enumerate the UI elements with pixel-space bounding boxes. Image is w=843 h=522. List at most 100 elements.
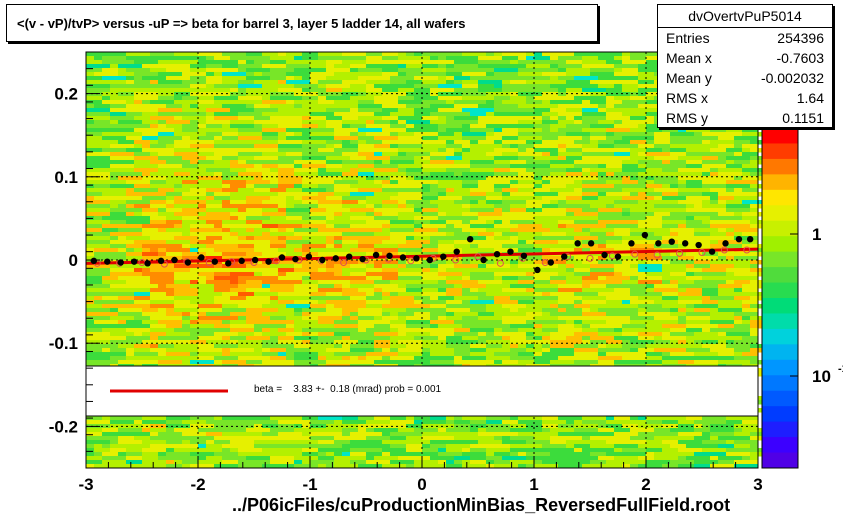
heatmap-cell [134,60,159,65]
heatmap-cell [238,60,247,65]
heatmap-cell [318,444,343,449]
heatmap-cell [318,352,335,357]
heatmap-cell [518,352,535,357]
heatmap-cell [742,164,759,169]
heatmap-cell [382,92,407,97]
heatmap-cell [606,180,623,185]
heatmap-cell [502,304,519,309]
heatmap-cell [630,56,647,61]
heatmap-cell [406,140,431,145]
heatmap-cell [446,444,463,449]
heatmap-cell [134,296,151,301]
heatmap-cell [134,300,151,305]
heatmap-cell [334,224,351,229]
heatmap-cell [166,240,191,245]
heatmap-cell [238,232,263,237]
heatmap-cell [398,212,423,217]
heatmap-cell [726,416,751,421]
heatmap-cell [182,256,199,261]
heatmap-cell [366,436,391,441]
heatmap-cell [94,448,111,453]
heatmap-cell [214,288,231,293]
heatmap-cell [110,308,119,313]
heatmap-cell [566,176,575,181]
heatmap-cell [430,72,447,77]
heatmap-cell [382,292,391,297]
profile-point [722,240,729,247]
heatmap-cell [230,100,239,105]
heatmap-cell [606,132,615,137]
profile-point [184,259,192,266]
heatmap-cell [710,152,735,157]
heatmap-cell [302,124,319,129]
heatmap-cell [238,84,263,89]
heatmap-cell [478,244,503,249]
heatmap-cell [134,188,159,193]
heatmap-cell [470,204,487,209]
heatmap-cell [374,148,399,153]
heatmap-cell [446,192,471,197]
heatmap-cell [142,148,159,153]
heatmap-cell [654,244,679,249]
heatmap-cell [670,232,679,237]
heatmap-cell [102,444,111,449]
heatmap-cell [526,96,535,101]
heatmap-cell [166,228,191,233]
heatmap-cell [430,64,439,69]
heatmap-cell [566,280,583,285]
heatmap-cell [574,332,599,337]
heatmap-cell [238,464,263,469]
heatmap-cell [390,292,399,297]
heatmap-cell [670,340,679,345]
heatmap-cell [662,304,687,309]
heatmap-cell [470,232,479,237]
heatmap-cell [134,156,159,161]
heatmap-cell [254,248,279,253]
heatmap-cell [398,192,423,197]
heatmap-cell [678,284,687,289]
heatmap-cell [302,188,327,193]
heatmap-cell [414,272,439,277]
heatmap-cell [206,256,223,261]
heatmap-cell [294,464,319,469]
heatmap-cell [278,296,303,301]
heatmap-cell [246,92,271,97]
heatmap-cell [374,192,399,197]
heatmap-cell [398,252,407,257]
heatmap-cell [574,268,591,273]
heatmap-cell [414,420,423,425]
heatmap-cell [430,60,455,65]
heatmap-cell [222,428,247,433]
heatmap-cell [382,276,399,281]
profile-point [601,251,608,259]
heatmap-cell [462,284,487,289]
heatmap-cell [694,424,703,429]
heatmap-cell [342,124,351,129]
heatmap-cell [582,296,591,301]
heatmap-cell [198,184,223,189]
heatmap-cell [462,52,487,57]
heatmap-cell [110,336,127,341]
heatmap-cell [342,264,351,269]
heatmap-cell [430,120,447,125]
heatmap-cell [566,276,583,281]
heatmap-cell [302,236,327,241]
heatmap-cell [414,232,431,237]
heatmap-cell [654,436,671,441]
heatmap-cell [430,88,455,93]
heatmap-cell [310,208,327,213]
heatmap-cell [454,416,463,421]
heatmap-cell [270,348,287,353]
heatmap-cell [254,452,279,457]
heatmap-cell [350,68,359,73]
x-tick-label: 2 [641,475,650,494]
heatmap-cell [342,172,359,177]
heatmap-cell [718,352,735,357]
heatmap-cell [446,56,455,61]
heatmap-cell [470,68,495,73]
heatmap-cell [470,192,487,197]
heatmap-cell [606,276,631,281]
heatmap-cell [590,168,607,173]
heatmap-cell [614,84,623,89]
heatmap-cell [150,64,167,69]
